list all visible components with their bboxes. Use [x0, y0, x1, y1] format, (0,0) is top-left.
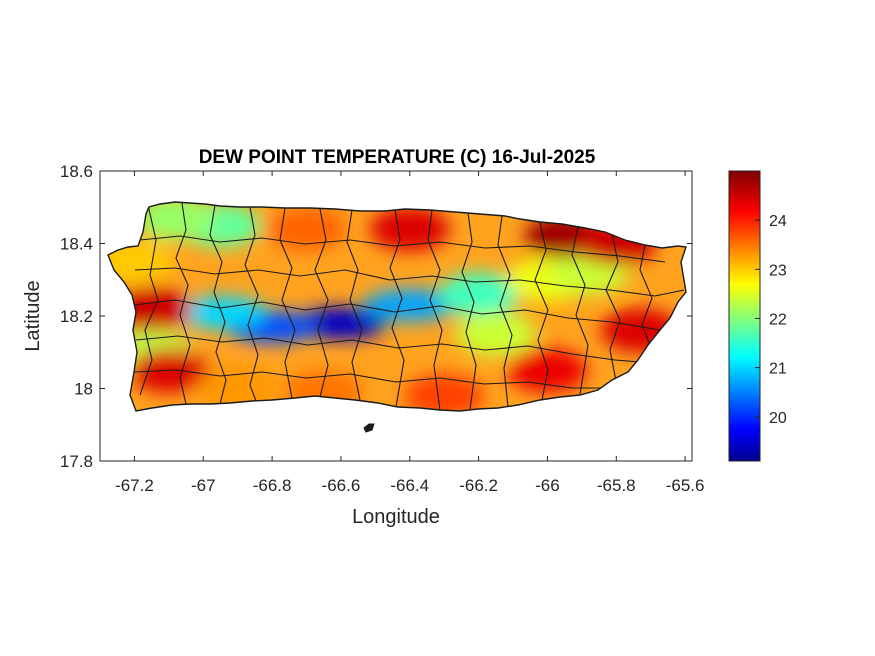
municipality-boundary	[133, 369, 602, 389]
municipality-boundary	[534, 221, 549, 401]
municipality-boundary	[139, 204, 159, 396]
municipality-boundary	[244, 206, 259, 402]
colorbar-tick-label: 21	[769, 361, 787, 378]
x-axis: -67.2 -67 -66.8 -66.6 -66.4 -66.2 -66 -65.8 -65.…	[115, 171, 704, 495]
y-tick-label: 18.6	[60, 162, 93, 181]
x-axis-title: Longitude	[352, 506, 440, 528]
colorbar: 20 21 22 23 24	[728, 170, 787, 462]
x-tick-label: -65.8	[597, 476, 636, 495]
dew-point-hotspot	[438, 272, 519, 317]
municipality-boundary	[133, 299, 661, 331]
dew-point-hotspot	[455, 312, 536, 357]
colorbar-gradient	[728, 170, 761, 462]
municipality-boundaries	[133, 202, 685, 411]
x-tick-label: -67	[191, 476, 216, 495]
y-axis-title: Latitude	[22, 280, 44, 351]
dew-point-hotspot	[197, 366, 278, 411]
municipality-boundary	[639, 244, 653, 346]
dew-point-field	[108, 202, 686, 411]
y-tick-label: 18	[74, 380, 93, 399]
colorbar-tick-label: 24	[769, 213, 787, 230]
colorbar-tick-label: 23	[769, 262, 787, 279]
dew-point-hotspot	[369, 207, 450, 251]
x-tick-label: -66.6	[322, 476, 361, 495]
x-tick-label: -66.4	[390, 476, 429, 495]
municipality-boundary	[461, 212, 477, 410]
colorbar-tick-label: 20	[769, 410, 787, 427]
municipality-boundary	[346, 209, 363, 401]
municipality-boundary	[571, 226, 589, 395]
municipality-boundary	[314, 208, 329, 398]
dew-point-hotspot	[404, 373, 485, 411]
municipality-boundary	[427, 209, 443, 411]
y-tick-label: 18.2	[60, 307, 93, 326]
x-tick-label: -66.8	[253, 476, 292, 495]
x-tick-label: -66	[535, 476, 560, 495]
municipality-boundary	[175, 202, 191, 405]
x-tick-label: -66.2	[459, 476, 498, 495]
x-tick-label: -65.6	[666, 476, 705, 495]
municipality-boundary	[497, 215, 513, 408]
coastline	[107, 201, 687, 412]
dew-point-hotspot	[363, 289, 456, 322]
municipality-boundary	[139, 235, 666, 263]
y-tick-label: 18.4	[60, 235, 93, 254]
municipality-boundary	[135, 335, 641, 363]
municipality-boundary	[605, 233, 621, 382]
colorbar-tick-label: 22	[769, 311, 787, 328]
caja-de-muertos-island	[363, 423, 375, 433]
chart-title: DEW POINT TEMPERATURE (C) 16-Jul-2025	[199, 147, 596, 168]
plot-area: -67.2 -67 -66.8 -66.6 -66.4 -66.2 -66 -65.8 -65.…	[60, 162, 705, 495]
x-tick-label: -67.2	[115, 476, 154, 495]
y-axis: 17.8 18 18.2 18.4 18.6	[60, 162, 692, 471]
y-tick-label: 17.8	[60, 452, 93, 471]
municipality-boundary	[134, 267, 685, 297]
dew-point-hotspot	[135, 202, 216, 241]
colorbar-ticks: 20 21 22 23 24	[755, 213, 787, 427]
municipality-boundary	[389, 209, 405, 408]
